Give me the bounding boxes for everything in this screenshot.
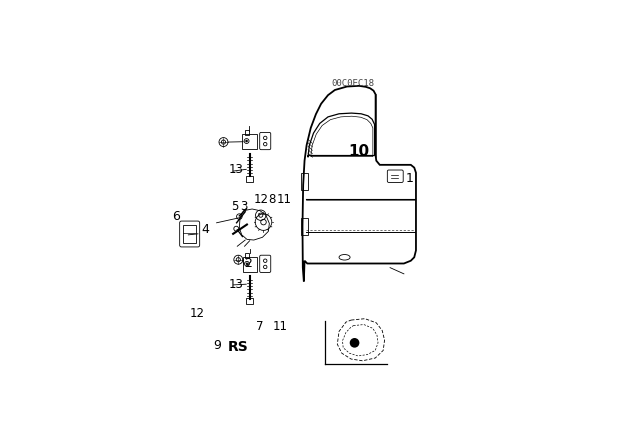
Circle shape — [246, 140, 248, 142]
Text: 8: 8 — [268, 193, 276, 206]
Text: 2: 2 — [244, 257, 252, 270]
Text: 11: 11 — [276, 193, 291, 206]
Text: 5: 5 — [232, 200, 239, 213]
Text: 6: 6 — [172, 211, 180, 224]
Text: RS: RS — [227, 340, 248, 354]
Text: 3: 3 — [240, 200, 247, 213]
Text: 00C0EC18: 00C0EC18 — [332, 78, 374, 87]
Text: 12: 12 — [190, 307, 205, 320]
Text: 12: 12 — [254, 193, 269, 206]
Text: 13: 13 — [229, 278, 244, 291]
Text: 11: 11 — [273, 320, 288, 333]
Circle shape — [349, 338, 360, 348]
Text: 9: 9 — [213, 339, 221, 352]
Text: 4: 4 — [201, 223, 209, 236]
Text: 1: 1 — [405, 172, 413, 185]
Text: 13: 13 — [229, 163, 244, 176]
Circle shape — [246, 263, 248, 265]
Text: 10: 10 — [349, 143, 370, 159]
Text: 7: 7 — [255, 320, 263, 333]
